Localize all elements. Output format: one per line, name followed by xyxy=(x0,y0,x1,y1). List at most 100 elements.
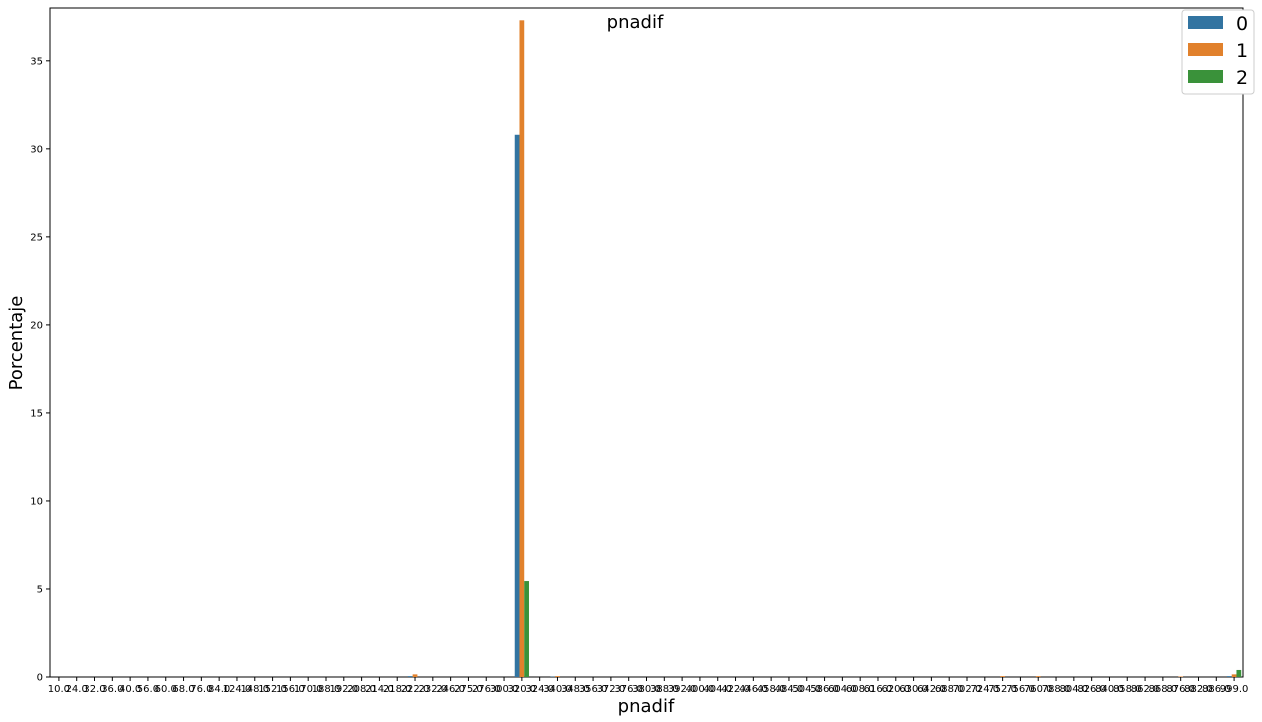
x-tick-label: 620.0 xyxy=(881,684,910,695)
x-axis-ticks: 10.024.032.036.040.056.060.068.076.084.0… xyxy=(48,677,1249,695)
x-tick-label: 320.0 xyxy=(508,684,537,695)
x-tick-label: 222.0 xyxy=(401,684,430,695)
x-tick-label: 604.0 xyxy=(828,684,857,695)
x-tick-label: 868.0 xyxy=(1149,684,1178,695)
x-tick-label: 68.0 xyxy=(172,684,194,695)
bar-0-999.0 xyxy=(1226,676,1232,677)
plot-area xyxy=(49,7,1244,678)
x-tick-label: 148.0 xyxy=(240,684,269,695)
chart-title: pnadif xyxy=(607,12,664,33)
x-tick-label: 324.0 xyxy=(525,684,554,695)
x-tick-label: 60.0 xyxy=(155,684,177,695)
x-tick-label: 218.0 xyxy=(383,684,412,695)
bar-1-222.0 xyxy=(412,674,418,677)
bar-1-340.0 xyxy=(555,676,560,677)
y-tick-label: 5 xyxy=(37,584,43,595)
x-tick-label: 246.0 xyxy=(436,684,465,695)
bar-2-999.0 xyxy=(1236,669,1242,677)
bar-0-222.0 xyxy=(407,676,413,677)
bar-1-752.0 xyxy=(1000,676,1005,677)
x-tick-label: 392.0 xyxy=(668,684,697,695)
x-tick-label: 504.0 xyxy=(792,684,821,695)
x-tick-label: 616.0 xyxy=(864,684,893,695)
x-tick-label: 275.0 xyxy=(454,684,483,695)
x-tick-label: 76.0 xyxy=(190,684,212,695)
x-tick-label: 752.0 xyxy=(988,684,1017,695)
x-tick-label: 156.0 xyxy=(276,684,305,695)
legend: 0 1 2 xyxy=(1181,9,1255,95)
x-tick-label: 380.0 xyxy=(632,684,661,695)
x-tick-label: 276.0 xyxy=(472,684,501,695)
x-tick-label: 458.0 xyxy=(757,684,786,695)
x-tick-label: 10.0 xyxy=(48,684,70,695)
x-tick-label: 300.0 xyxy=(490,684,519,695)
x-tick-label: 152.0 xyxy=(258,684,287,695)
y-tick-label: 10 xyxy=(30,496,43,507)
x-tick-label: 862.0 xyxy=(1131,684,1160,695)
x-tick-label: 760.0 xyxy=(1024,684,1053,695)
legend-label-1: 1 xyxy=(1236,40,1248,62)
x-tick-label: 608.0 xyxy=(846,684,875,695)
y-tick-label: 15 xyxy=(30,408,43,419)
legend-swatch-1 xyxy=(1188,43,1223,56)
y-tick-label: 35 xyxy=(30,56,43,67)
x-tick-label: 36.0 xyxy=(101,684,123,695)
legend-label-0: 0 xyxy=(1236,13,1248,35)
x-tick-label: 56.0 xyxy=(137,684,159,695)
x-tick-label: 702.0 xyxy=(953,684,982,695)
x-tick-label: 232.0 xyxy=(419,684,448,695)
x-tick-label: 586.0 xyxy=(810,684,839,695)
bar-2-320.0 xyxy=(524,581,529,677)
x-tick-label: 208.0 xyxy=(347,684,376,695)
x-tick-label: 882.0 xyxy=(1184,684,1213,695)
x-tick-label: 688.0 xyxy=(935,684,964,695)
x-tick-label: 630.0 xyxy=(899,684,928,695)
x-tick-label: 876.0 xyxy=(1166,684,1195,695)
legend-swatch-0 xyxy=(1188,16,1223,29)
x-tick-label: 484.0 xyxy=(775,684,804,695)
x-tick-label: 84.0 xyxy=(208,684,230,695)
bars-group xyxy=(407,20,1242,677)
x-tick-label: 188.0 xyxy=(312,684,341,695)
legend-label-2: 2 xyxy=(1236,67,1248,89)
y-axis-ticks: 0 5 10 15 20 25 30 35 xyxy=(30,56,50,684)
x-tick-label: 642.0 xyxy=(917,684,946,695)
x-tick-label: 40.0 xyxy=(119,684,141,695)
x-tick-label: 788.0 xyxy=(1042,684,1071,695)
bar-1-320.0 xyxy=(519,20,525,677)
x-tick-label: 388.0 xyxy=(650,684,679,695)
x-tick-label: 404.0 xyxy=(703,684,732,695)
x-tick-label: 724.0 xyxy=(970,684,999,695)
x-tick-label: 999.0 xyxy=(1220,684,1249,695)
x-tick-label: 886.0 xyxy=(1202,684,1231,695)
bar-1-876.0 xyxy=(1178,676,1184,677)
x-tick-label: 422.0 xyxy=(721,684,750,695)
x-tick-label: 804.0 xyxy=(1060,684,1089,695)
y-tick-label: 20 xyxy=(30,320,43,331)
x-tick-label: 840.0 xyxy=(1095,684,1124,695)
legend-swatch-2 xyxy=(1188,70,1223,83)
x-tick-label: 446.0 xyxy=(739,684,768,695)
bar-0-320.0 xyxy=(514,134,520,677)
x-tick-label: 32.0 xyxy=(83,684,105,695)
y-tick-label: 0 xyxy=(37,673,43,684)
x-tick-label: 756.0 xyxy=(1006,684,1035,695)
x-tick-label: 124.0 xyxy=(223,684,252,695)
x-tick-label: 400.0 xyxy=(686,684,715,695)
bar-1-999.0 xyxy=(1231,674,1237,677)
x-tick-label: 376.0 xyxy=(614,684,643,695)
x-tick-label: 170.0 xyxy=(294,684,323,695)
x-tick-label: 858.0 xyxy=(1113,684,1142,695)
bar-1-760.0 xyxy=(1035,676,1041,677)
y-tick-label: 25 xyxy=(30,232,43,243)
y-axis-label: Porcentaje xyxy=(6,296,27,391)
x-tick-label: 372.0 xyxy=(597,684,626,695)
x-tick-label: 214.0 xyxy=(365,684,394,695)
x-tick-label: 340.0 xyxy=(543,684,572,695)
x-axis-label: pnadif xyxy=(618,696,675,717)
x-tick-label: 826.0 xyxy=(1077,684,1106,695)
x-tick-label: 192.0 xyxy=(329,684,358,695)
y-tick-label: 30 xyxy=(30,144,43,155)
x-tick-label: 24.0 xyxy=(66,684,88,695)
